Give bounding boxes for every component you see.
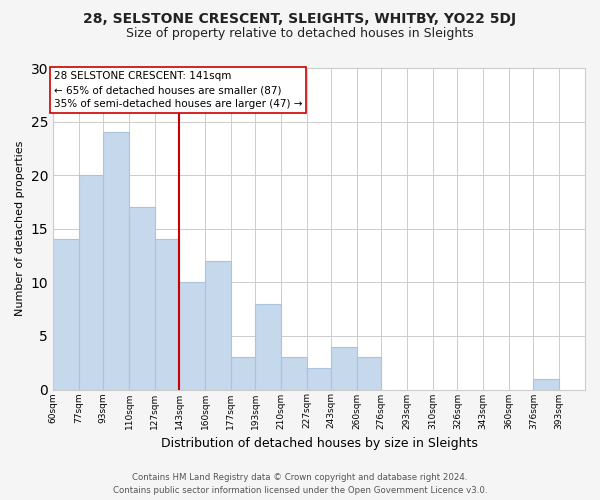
Bar — [179, 282, 205, 390]
Bar — [103, 132, 129, 390]
Bar — [129, 208, 155, 390]
Bar — [79, 175, 103, 390]
Bar — [155, 240, 179, 390]
Bar — [281, 358, 307, 390]
Bar — [357, 358, 382, 390]
Y-axis label: Number of detached properties: Number of detached properties — [15, 141, 25, 316]
Bar — [205, 261, 231, 390]
Bar — [231, 358, 255, 390]
Bar — [331, 346, 357, 390]
Bar — [255, 304, 281, 390]
Text: 28 SELSTONE CRESCENT: 141sqm
← 65% of detached houses are smaller (87)
35% of se: 28 SELSTONE CRESCENT: 141sqm ← 65% of de… — [54, 71, 302, 109]
X-axis label: Distribution of detached houses by size in Sleights: Distribution of detached houses by size … — [161, 437, 478, 450]
Bar — [53, 240, 79, 390]
Bar — [533, 379, 559, 390]
Text: Contains HM Land Registry data © Crown copyright and database right 2024.
Contai: Contains HM Land Registry data © Crown c… — [113, 474, 487, 495]
Text: Size of property relative to detached houses in Sleights: Size of property relative to detached ho… — [126, 28, 474, 40]
Text: 28, SELSTONE CRESCENT, SLEIGHTS, WHITBY, YO22 5DJ: 28, SELSTONE CRESCENT, SLEIGHTS, WHITBY,… — [83, 12, 517, 26]
Bar — [307, 368, 331, 390]
